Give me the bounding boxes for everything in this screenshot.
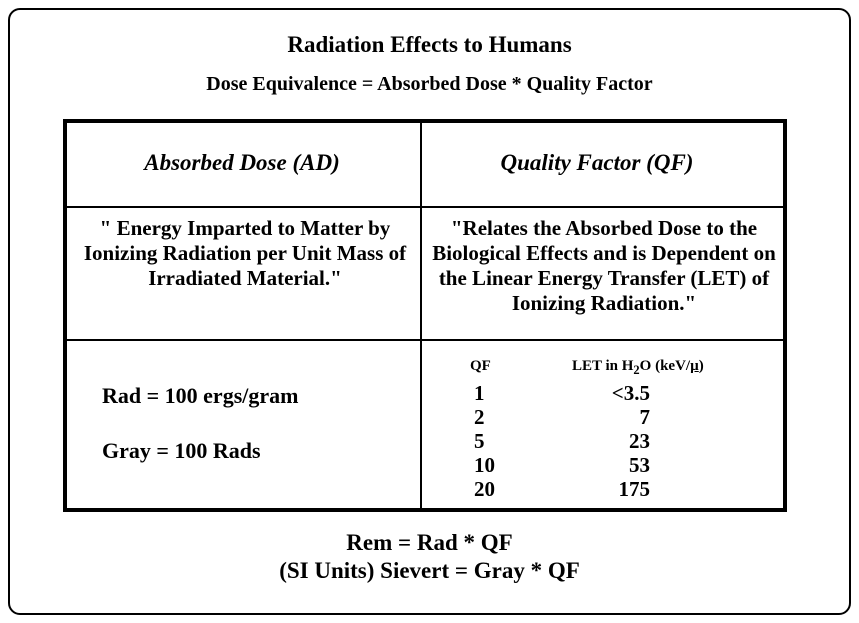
row-divider bbox=[67, 206, 783, 208]
definition: " Energy Imparted to Matter by Ionizing … bbox=[83, 216, 407, 290]
qf-row: 1 <3.5 bbox=[470, 381, 670, 405]
let-header-unit: µ bbox=[690, 358, 699, 374]
column-divider bbox=[420, 123, 422, 508]
let-value: 7 bbox=[639, 405, 651, 429]
let-header-text: O (keV/ bbox=[639, 358, 691, 374]
let-header-text: LET in H bbox=[572, 358, 634, 374]
qf-value: 2 bbox=[474, 405, 485, 429]
qf-value: 20 bbox=[474, 477, 495, 501]
footer-line: Rem = Rad * QF bbox=[346, 530, 513, 555]
column-header: Quality Factor (QF) bbox=[500, 150, 694, 175]
unit-definition: Gray = 100 Rads bbox=[102, 438, 261, 463]
let-header-sub: 2 bbox=[633, 363, 640, 377]
qf-rows: 1 <3.5 2 7 5 23 10 53 20 175 bbox=[470, 381, 670, 501]
column-header: Absorbed Dose (AD) bbox=[144, 150, 340, 175]
footer-line: (SI Units) Sievert = Gray * QF bbox=[279, 558, 580, 583]
subtitle: Dose Equivalence = Absorbed Dose * Quali… bbox=[206, 73, 653, 95]
table-border bbox=[63, 119, 787, 512]
let-header: LET in H2O (keV/µ) bbox=[572, 358, 704, 378]
let-value: 23 bbox=[629, 429, 650, 453]
qf-value: 5 bbox=[474, 429, 485, 453]
unit-definition: Rad = 100 ergs/gram bbox=[102, 383, 299, 408]
let-value: 53 bbox=[629, 453, 650, 477]
qf-row: 20 175 bbox=[470, 477, 670, 501]
qf-header: QF bbox=[470, 358, 491, 374]
let-header-text: ) bbox=[698, 358, 704, 374]
definition: "Relates the Absorbed Dose to the Biolog… bbox=[432, 216, 776, 315]
qf-row: 5 23 bbox=[470, 429, 670, 453]
row-divider bbox=[67, 339, 783, 341]
let-value: <3.5 bbox=[611, 381, 650, 405]
let-value: 175 bbox=[618, 477, 651, 501]
qf-row: 10 53 bbox=[470, 453, 670, 477]
title: Radiation Effects to Humans bbox=[287, 32, 572, 57]
frame bbox=[8, 8, 851, 615]
qf-value: 10 bbox=[474, 453, 495, 477]
qf-value: 1 bbox=[474, 381, 485, 405]
